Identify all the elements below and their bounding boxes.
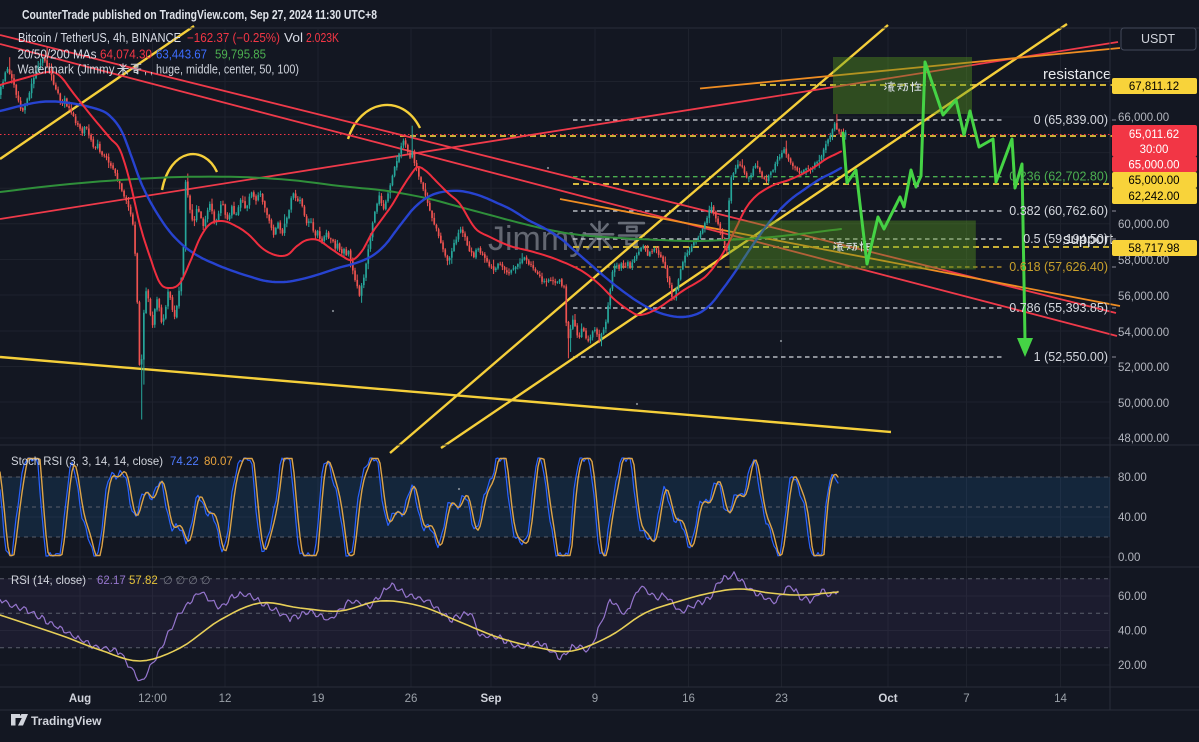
svg-text:Stoch RSI (3, 3, 14, 14, close: Stoch RSI (3, 3, 14, 14, close) [11, 454, 163, 468]
svg-text:Vol: Vol [284, 31, 303, 45]
svg-text:12: 12 [219, 693, 232, 705]
svg-text:50,000.00: 50,000.00 [1118, 398, 1169, 410]
svg-text:0.5 (59,194.50): 0.5 (59,194.50) [1023, 232, 1108, 246]
svg-text:USDT: USDT [1141, 32, 1175, 46]
svg-text:2.023K: 2.023K [306, 31, 340, 45]
svg-text:, , huge, middle, center, 50,: , , huge, middle, center, 50, 100) [144, 63, 299, 77]
svg-text:63,443.67: 63,443.67 [156, 48, 207, 62]
svg-text:66,000.00: 66,000.00 [1118, 112, 1169, 124]
svg-text:0.786 (55,393.85): 0.786 (55,393.85) [1009, 301, 1108, 315]
svg-text:65,000.00: 65,000.00 [1128, 175, 1179, 187]
svg-text:60,000.00: 60,000.00 [1118, 219, 1169, 231]
svg-text:0.618 (57,626.40): 0.618 (57,626.40) [1009, 260, 1108, 274]
svg-text:20.00: 20.00 [1118, 660, 1147, 672]
svg-text:26: 26 [405, 693, 418, 705]
svg-text:80.07: 80.07 [204, 456, 233, 468]
svg-text:0.00: 0.00 [1118, 552, 1140, 564]
svg-text:0 (65,839.00): 0 (65,839.00) [1034, 113, 1108, 127]
svg-text:1 (52,550.00): 1 (52,550.00) [1034, 350, 1108, 364]
svg-text:−162.37 (−0.25%): −162.37 (−0.25%) [187, 31, 280, 45]
svg-text:Sep: Sep [480, 693, 501, 705]
svg-text:62,242.00: 62,242.00 [1128, 191, 1179, 203]
svg-text:CounterTrade published on Trad: CounterTrade published on TradingView.co… [22, 8, 377, 22]
svg-text:RSI (14, close): RSI (14, close) [11, 573, 86, 587]
svg-text:64,074.30: 64,074.30 [100, 48, 152, 62]
svg-text:14: 14 [1054, 693, 1067, 705]
svg-text:Watermark (Jimmy: Watermark (Jimmy [18, 63, 116, 77]
svg-text:65,000.00: 65,000.00 [1128, 160, 1179, 172]
svg-text:56,000.00: 56,000.00 [1118, 291, 1169, 303]
svg-text:40.00: 40.00 [1118, 626, 1147, 638]
svg-text:support: support [1063, 231, 1114, 248]
svg-text:0.236 (62,702.80): 0.236 (62,702.80) [1009, 170, 1108, 184]
svg-text:resistance: resistance [1043, 66, 1111, 83]
svg-text:58,717.98: 58,717.98 [1128, 243, 1179, 255]
svg-text:20/50/200 MAs: 20/50/200 MAs [18, 48, 97, 62]
svg-text:54,000.00: 54,000.00 [1118, 327, 1169, 339]
svg-text:19: 19 [312, 693, 325, 705]
svg-text:57.82: 57.82 [129, 575, 158, 587]
svg-text:Oct: Oct [878, 693, 897, 705]
svg-text:59,795.85: 59,795.85 [215, 48, 266, 62]
svg-text:Aug: Aug [69, 693, 91, 705]
svg-text:58,000.00: 58,000.00 [1118, 255, 1169, 267]
svg-text:TradingView: TradingView [31, 714, 102, 728]
svg-text:52,000.00: 52,000.00 [1118, 362, 1169, 374]
svg-text:0.382 (60,762.60): 0.382 (60,762.60) [1009, 204, 1108, 218]
svg-text:60.00: 60.00 [1118, 591, 1147, 603]
svg-text:7: 7 [963, 693, 969, 705]
svg-text:48,000.00: 48,000.00 [1118, 433, 1169, 445]
svg-text:12:00: 12:00 [138, 693, 167, 705]
svg-text:65,011.62: 65,011.62 [1129, 129, 1179, 141]
svg-text:∅ ∅ ∅ ∅: ∅ ∅ ∅ ∅ [163, 575, 211, 587]
svg-text:9: 9 [592, 693, 598, 705]
svg-text:23: 23 [775, 693, 788, 705]
svg-text:67,811.12: 67,811.12 [1129, 81, 1179, 93]
svg-text:16: 16 [682, 693, 695, 705]
svg-text:74.22: 74.22 [170, 456, 199, 468]
svg-text:30:00: 30:00 [1140, 144, 1169, 156]
svg-text:80.00: 80.00 [1118, 472, 1147, 484]
svg-text:62.17: 62.17 [97, 575, 126, 587]
svg-text:40.00: 40.00 [1118, 512, 1147, 524]
svg-text:Bitcoin / TetherUS, 4h, BINANC: Bitcoin / TetherUS, 4h, BINANCE [18, 31, 181, 45]
